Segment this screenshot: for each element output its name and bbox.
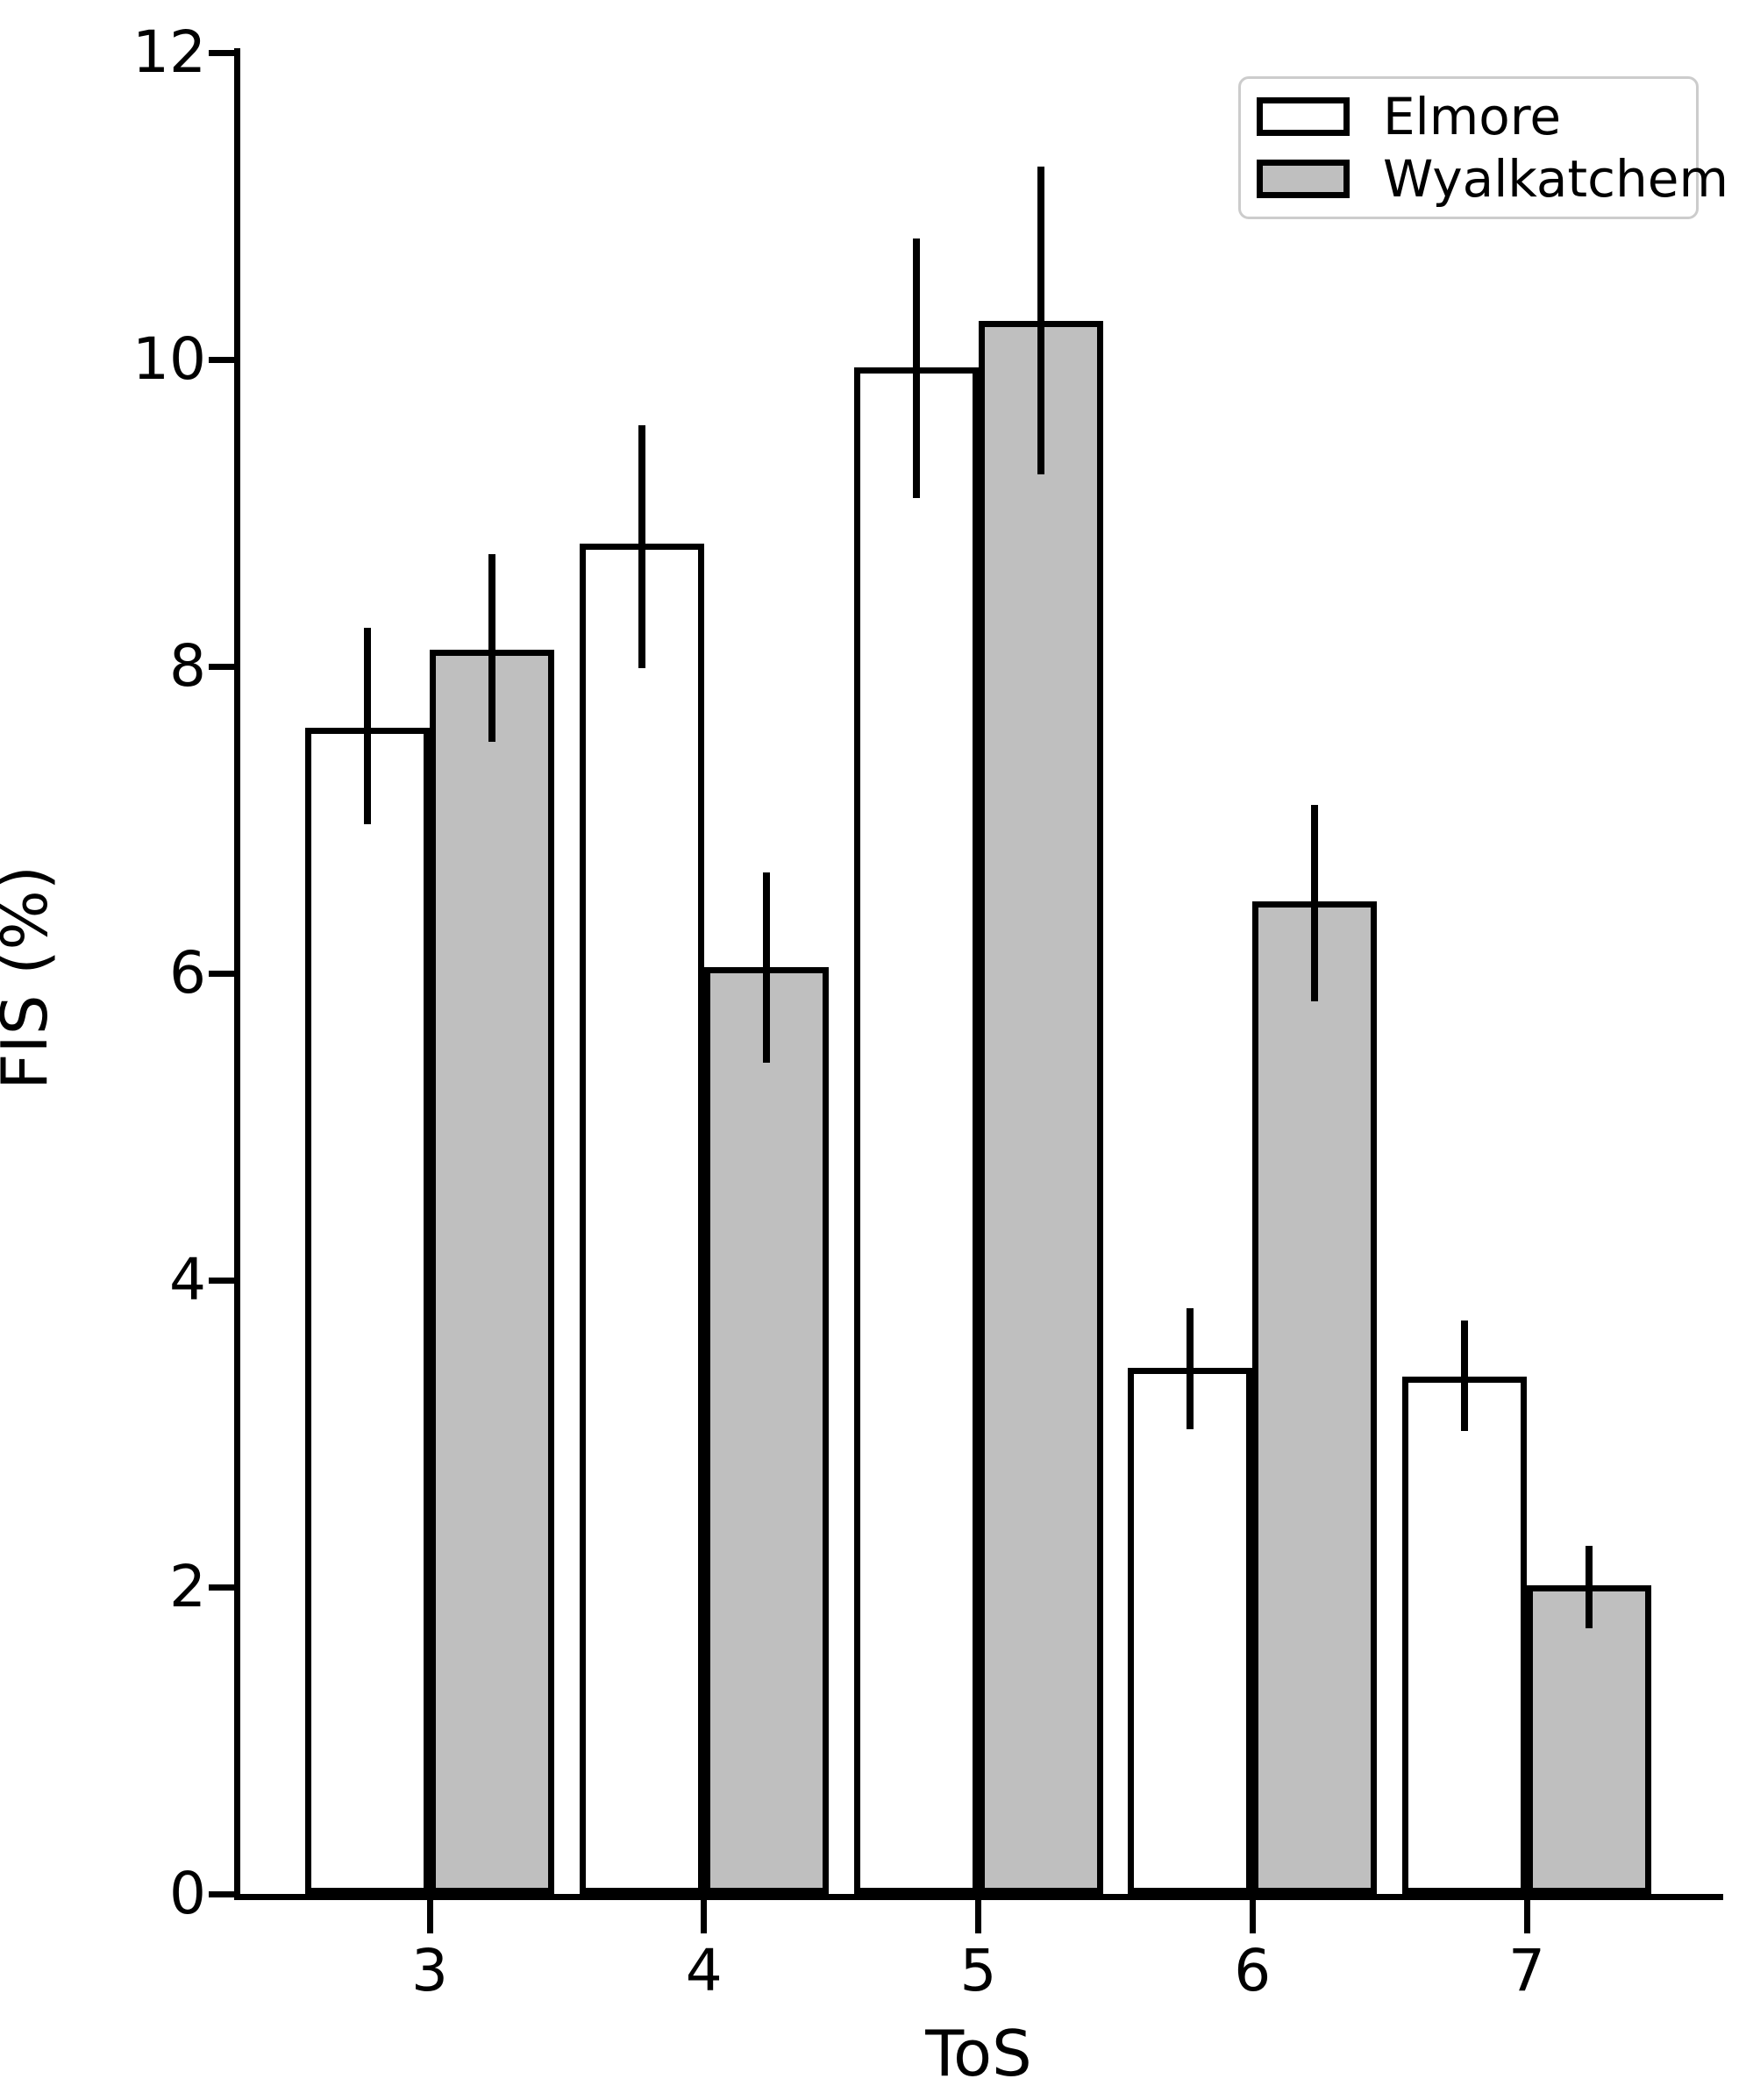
errorbar-Elmore-3: [364, 628, 371, 825]
legend-item-wyalkatchem: Wyalkatchem: [1241, 153, 1728, 204]
errorbar-Wyalkatchem-7: [1586, 1545, 1593, 1629]
x-tick-4: [701, 1900, 708, 1933]
y-tick-10: [209, 356, 237, 363]
errorbar-Wyalkatchem-5: [1037, 166, 1044, 475]
y-tick-label-10: 10: [132, 325, 206, 393]
y-tick-6: [209, 970, 237, 977]
bar-Wyalkatchem-7: [1527, 1585, 1651, 1894]
x-tick-label-7: 7: [1508, 1937, 1545, 2004]
bar-Elmore-3: [305, 728, 430, 1894]
y-tick-label-2: 2: [169, 1553, 206, 1620]
errorbar-Elmore-4: [638, 425, 645, 668]
x-tick-6: [1249, 1900, 1256, 1933]
errorbar-Wyalkatchem-3: [488, 554, 495, 742]
bar-Elmore-5: [853, 367, 979, 1894]
y-axis-spine: [234, 48, 240, 1900]
x-tick-7: [1523, 1900, 1530, 1933]
bar-Wyalkatchem-5: [978, 321, 1103, 1894]
y-tick-4: [209, 1277, 237, 1284]
legend: Elmore Wyalkatchem: [1238, 76, 1728, 219]
legend-label: Wyalkatchem: [1383, 149, 1728, 210]
y-tick-8: [209, 663, 237, 670]
y-tick-0: [209, 1890, 237, 1897]
wyalkatchem-swatch-icon: [1257, 160, 1350, 199]
y-tick-label-6: 6: [169, 939, 206, 1007]
y-tick-2: [209, 1584, 237, 1591]
bar-Wyalkatchem-3: [430, 649, 554, 1894]
y-tick-label-8: 8: [169, 632, 206, 700]
bar-Wyalkatchem-4: [703, 967, 829, 1894]
x-tick-label-6: 6: [1234, 1937, 1272, 2004]
x-tick-3: [426, 1900, 433, 1933]
errorbar-Elmore-7: [1461, 1320, 1468, 1431]
x-tick-label-5: 5: [959, 1937, 997, 2004]
x-tick-label-4: 4: [685, 1937, 723, 2004]
bar-Wyalkatchem-6: [1252, 901, 1378, 1894]
y-tick-label-4: 4: [169, 1246, 206, 1313]
x-axis-spine: [234, 1894, 1723, 1900]
bar-Elmore-4: [579, 544, 704, 1894]
legend-item-elmore: Elmore: [1241, 91, 1696, 142]
x-tick-5: [975, 1900, 981, 1933]
errorbar-Wyalkatchem-6: [1311, 804, 1319, 1001]
bar-Elmore-6: [1128, 1367, 1253, 1894]
y-tick-12: [209, 49, 237, 56]
y-tick-label-0: 0: [169, 1860, 206, 1927]
bar-Elmore-7: [1402, 1377, 1527, 1894]
x-axis-label: ToS: [925, 2017, 1032, 2090]
errorbar-Elmore-6: [1187, 1307, 1194, 1429]
x-tick-label-3: 3: [411, 1937, 448, 2004]
errorbar-Wyalkatchem-4: [762, 872, 770, 1063]
errorbar-Elmore-5: [912, 238, 920, 498]
y-tick-label-12: 12: [132, 18, 206, 86]
y-axis-label: FIS (%): [0, 865, 61, 1090]
legend-label: Elmore: [1383, 86, 1561, 146]
elmore-swatch-icon: [1257, 96, 1350, 136]
